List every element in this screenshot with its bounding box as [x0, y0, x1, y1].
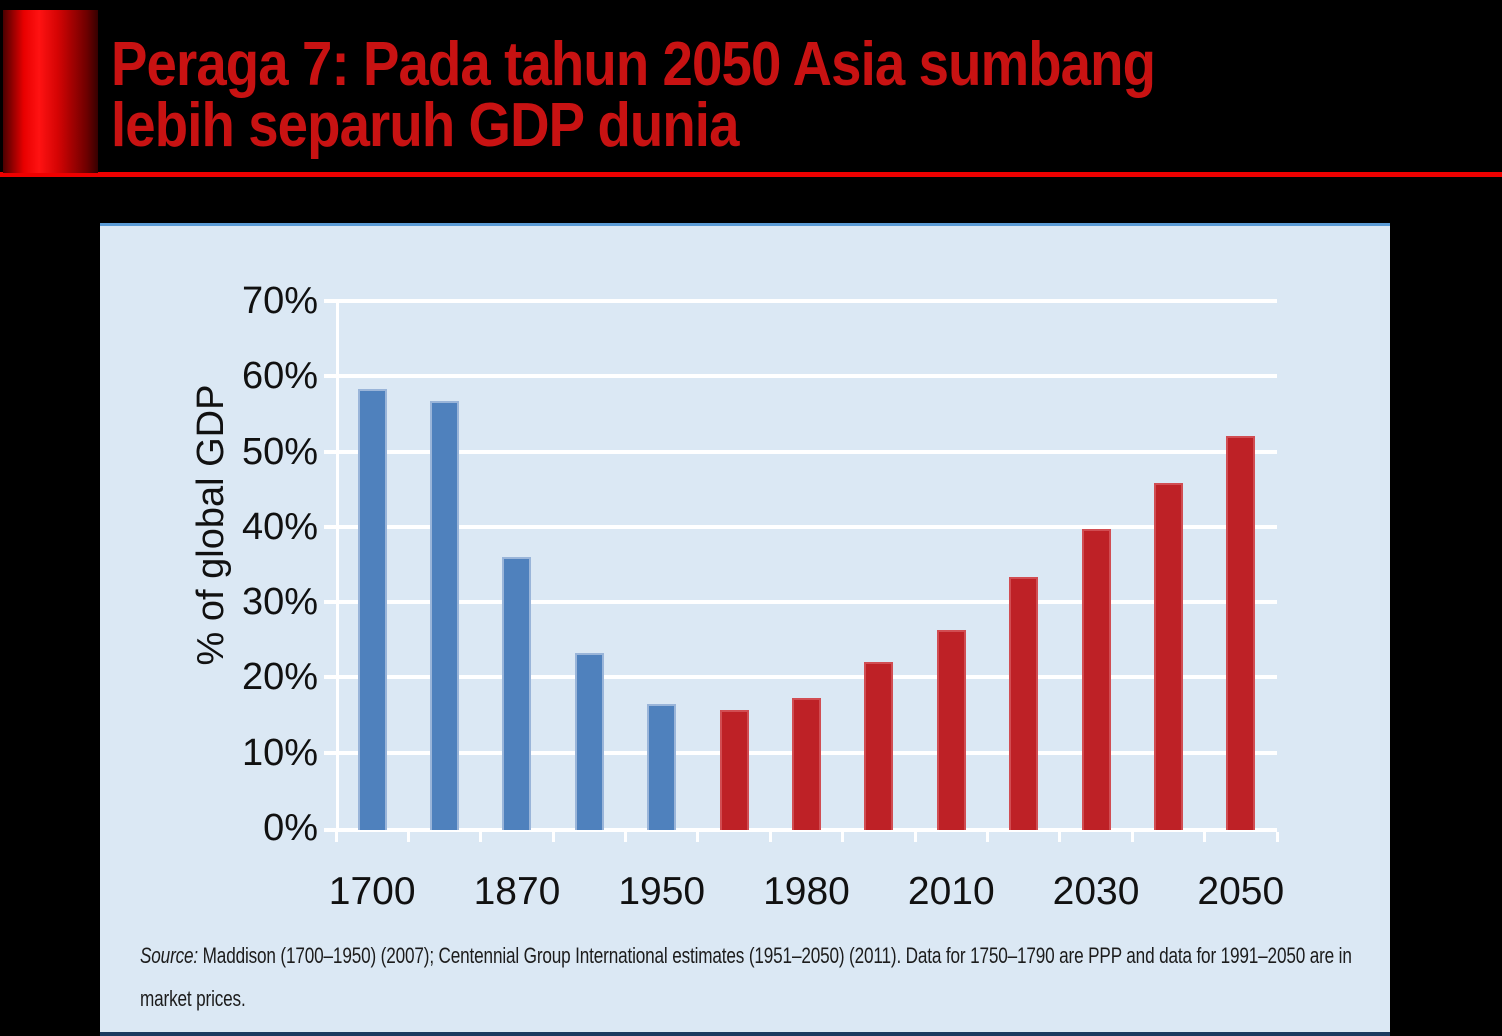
x-tick-mark-2 [479, 832, 483, 842]
y-tick-label-0: 0% [263, 807, 318, 849]
slide-title-line-2: lebih separuh GDP dunia [111, 91, 739, 160]
gridline-40pct [324, 524, 1277, 529]
y-tick-label-70: 70% [241, 279, 318, 322]
bar-2030 [1081, 528, 1111, 830]
gridline-20pct [324, 675, 1277, 680]
bar-1980 [792, 698, 821, 830]
x-tick-mark-7 [841, 832, 845, 842]
slide-title-line-1: Peraga 7: Pada tahun 2050 Asia sumbang [111, 30, 1156, 99]
title-underline-rule [0, 172, 1502, 177]
bar-4 [574, 653, 604, 830]
source-text: Maddison (1700–1950) (2007); Centennial … [202, 943, 1352, 968]
bar-1700 [357, 389, 387, 830]
source-note: Source: Maddison (1700–1950) (2007); Cen… [140, 934, 1466, 1020]
gridline-30pct [324, 600, 1277, 605]
y-tick-label-50: 50% [241, 430, 318, 473]
x-tick-label-1980: 1980 [763, 870, 850, 913]
x-tick-mark-5 [696, 832, 700, 842]
bar-6 [719, 709, 749, 830]
x-tick-label-2030: 2030 [1052, 870, 1140, 913]
x-tick-label-2050: 2050 [1197, 870, 1285, 913]
gridline-70pct [324, 298, 1277, 303]
bar-2050 [1226, 436, 1256, 830]
x-axis-line [324, 828, 1277, 832]
source-line-2: market prices. [140, 986, 246, 1011]
x-tick-mark-12 [1203, 832, 1207, 842]
source-prefix: Source: [140, 943, 199, 968]
bar-12 [1153, 482, 1183, 830]
y-tick-label-30: 30% [241, 581, 318, 624]
x-tick-mark-6 [768, 832, 772, 842]
x-tick-mark-1 [406, 832, 410, 842]
x-tick-label-1950: 1950 [618, 870, 706, 913]
bar-2 [430, 400, 460, 830]
slide-title: Peraga 7: Pada tahun 2050 Asia sumbang l… [111, 30, 1484, 160]
bar-2010 [936, 630, 966, 830]
x-tick-label-2010: 2010 [907, 870, 995, 913]
y-axis-line [336, 300, 339, 832]
x-tick-label-1870: 1870 [473, 870, 561, 913]
chart-panel: % of global GDP 0% 10% 20% 30% 40% 50% 60% 70% 1… [100, 223, 1390, 1036]
title-accent-bar [3, 10, 98, 173]
gridline-60pct [324, 374, 1277, 379]
bar-10 [1009, 576, 1039, 830]
x-tick-mark-3 [551, 832, 555, 842]
bar-1950 [647, 704, 677, 830]
x-tick-mark-9 [985, 832, 989, 842]
x-tick-mark-0 [334, 832, 338, 842]
x-tick-mark-4 [624, 832, 628, 842]
gridline-50pct [324, 449, 1277, 454]
x-tick-mark-11 [1130, 832, 1134, 842]
x-tick-mark-13 [1275, 832, 1279, 842]
y-tick-label-60: 60% [241, 355, 318, 398]
x-tick-label-1700: 1700 [328, 870, 416, 913]
y-tick-label-20: 20% [241, 656, 318, 699]
y-tick-label-10: 10% [241, 731, 318, 774]
x-tick-mark-10 [1058, 832, 1062, 842]
x-tick-mark-8 [913, 832, 917, 842]
bar-8 [864, 662, 894, 830]
plot-area: 0% 10% 20% 30% 40% 50% 60% 70% 1700 1870 1950 1980 2… [100, 226, 1390, 1032]
bar-1870 [502, 556, 532, 830]
source-line-1: Source: Maddison (1700–1950) (2007); Cen… [140, 934, 1466, 977]
y-tick-label-40: 40% [241, 505, 318, 548]
